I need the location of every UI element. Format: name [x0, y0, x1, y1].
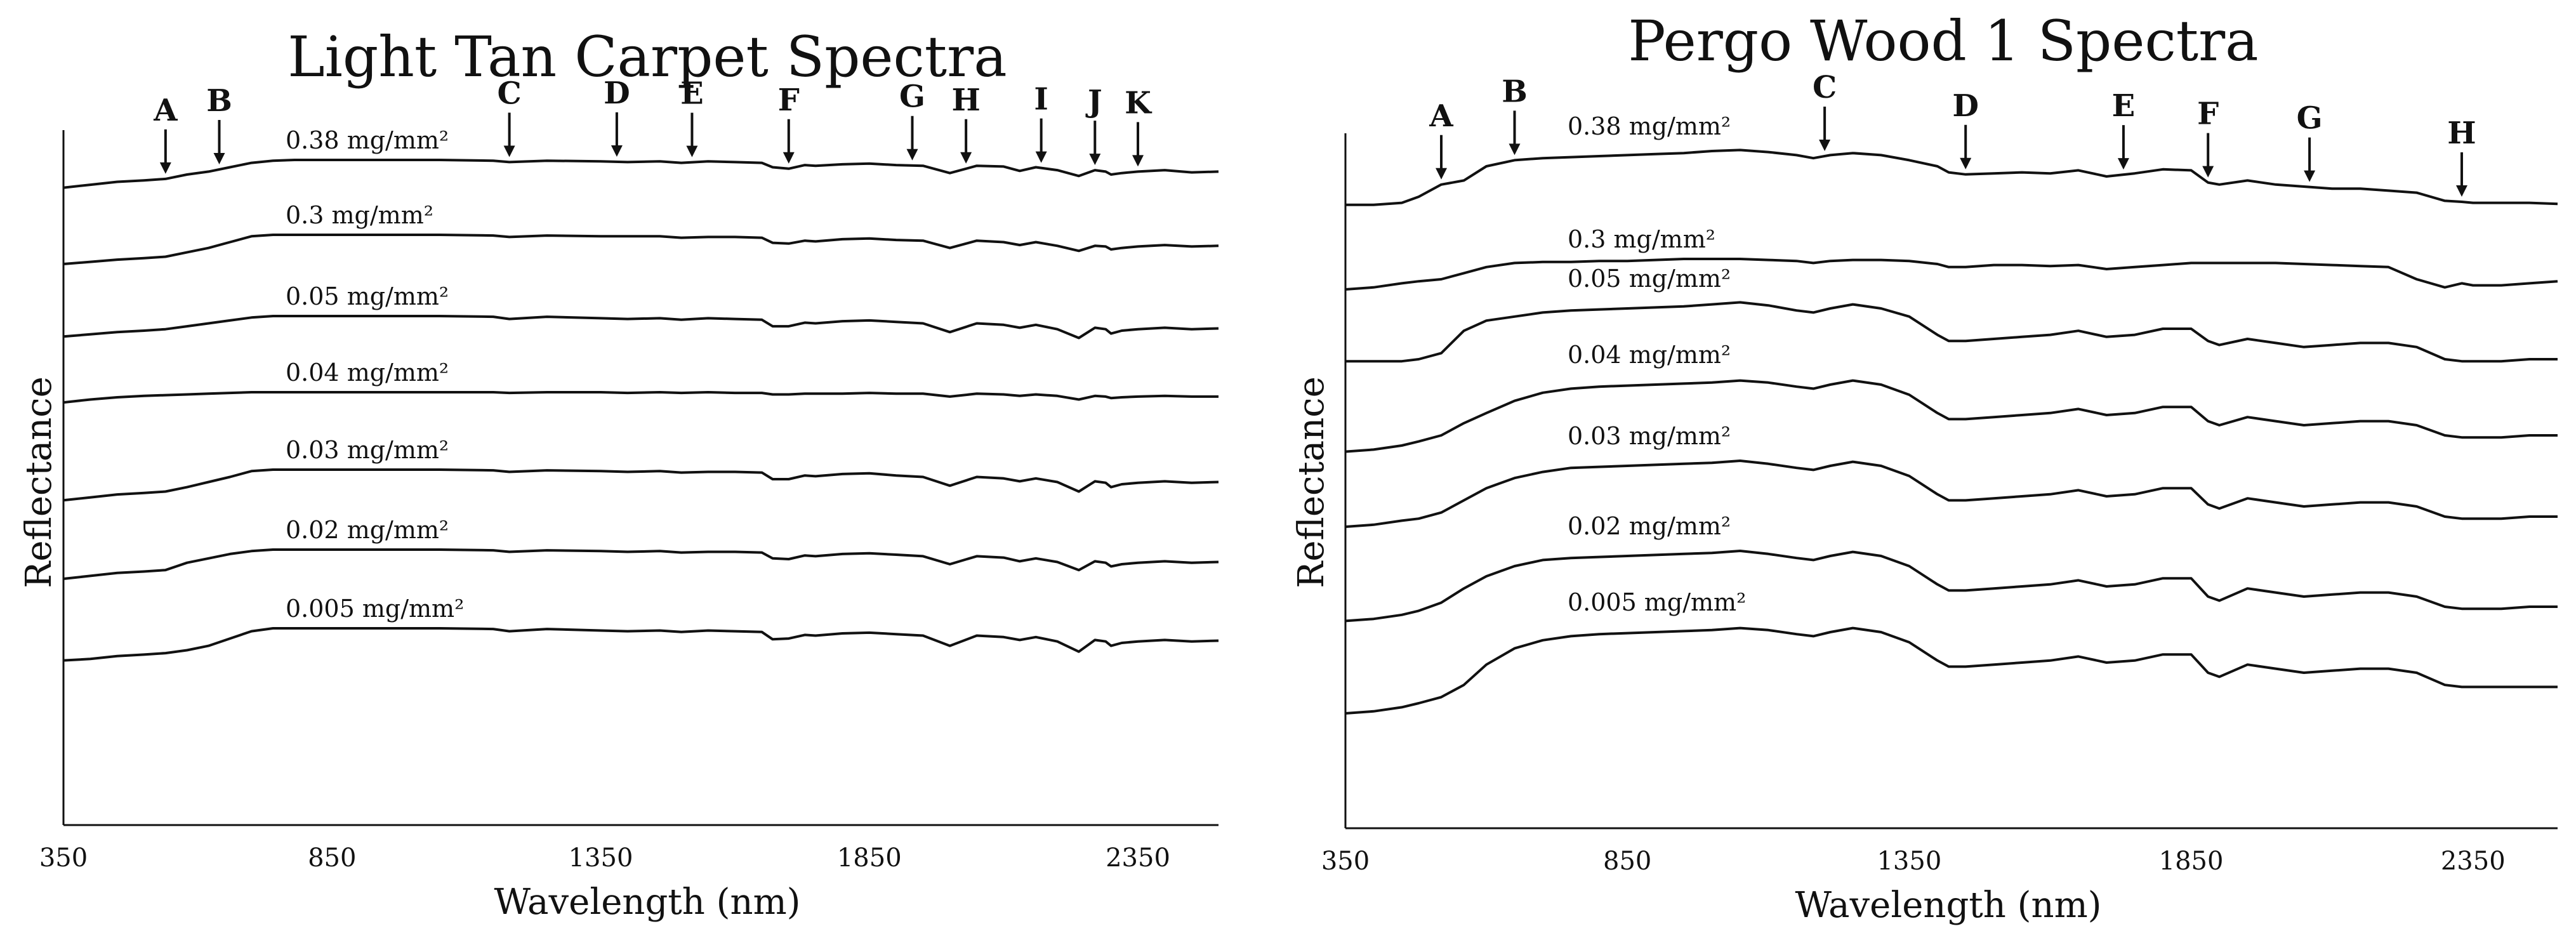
marker-label: J	[1085, 84, 1102, 119]
marker-label: G	[899, 79, 925, 115]
spectrum-line	[63, 234, 1219, 265]
marker-label: B	[1502, 74, 1528, 109]
marker-arrow-head	[783, 152, 795, 164]
right-chart-title: Pergo Wood 1 Spectra	[1628, 8, 2258, 74]
marker-label: G	[2297, 101, 2323, 136]
spectrum-line	[63, 391, 1219, 404]
left-y-axis-label: Reflectance	[18, 376, 60, 588]
marker-arrow-head	[611, 145, 623, 157]
spectrum-line	[1345, 459, 2558, 528]
x-tick-label: 2350	[1106, 843, 1170, 873]
x-tick-label: 350	[39, 843, 88, 873]
marker-label: H	[2447, 116, 2476, 151]
marker-arrow-head	[1436, 168, 1448, 180]
right-panel: Pergo Wood 1 Spectra Wavelength (nm) Ref…	[1291, 8, 2558, 926]
concentration-label: 0.04 mg/mm²	[286, 359, 449, 387]
concentration-label: 0.02 mg/mm²	[286, 516, 449, 544]
marker-arrow-head	[503, 145, 515, 157]
marker-label: I	[1034, 82, 1048, 117]
spectrum-line	[1345, 626, 2558, 715]
x-tick-label: 1850	[837, 843, 902, 873]
marker-arrow-head	[2202, 166, 2214, 178]
concentration-label: 0.02 mg/mm²	[1568, 512, 1731, 540]
concentration-label: 0.04 mg/mm²	[1568, 341, 1731, 369]
concentration-label: 0.05 mg/mm²	[286, 282, 449, 310]
marker-label: C	[498, 76, 522, 111]
marker-arrow-head	[960, 152, 972, 164]
marker-label: C	[1813, 70, 1837, 105]
marker-arrow-head	[1089, 154, 1101, 166]
right-x-ticks: 350 850 1350 1850 2350	[1321, 847, 2506, 876]
concentration-label: 0.38 mg/mm²	[1568, 112, 1731, 140]
x-tick-label: 2350	[2441, 847, 2506, 876]
x-tick-label: 350	[1321, 847, 1370, 876]
left-chart-title: Light Tan Carpet Spectra	[287, 24, 1007, 89]
marker-arrow-head	[906, 149, 918, 161]
marker-arrow-head	[159, 162, 171, 174]
marker-arrow-head	[2117, 158, 2129, 170]
marker-label: F	[2197, 96, 2219, 132]
concentration-label: 0.005 mg/mm²	[1568, 588, 1746, 616]
x-tick-label: 850	[308, 843, 356, 873]
marker-arrow-head	[686, 145, 698, 157]
left-x-axis-label: Wavelength (nm)	[494, 882, 800, 923]
marker-label: F	[778, 83, 800, 118]
right-x-axis-label: Wavelength (nm)	[1795, 885, 2101, 926]
spectrum-line	[63, 468, 1219, 502]
marker-label: A	[153, 93, 178, 128]
right-y-axis-label: Reflectance	[1291, 376, 1332, 588]
marker-arrow-head	[1960, 157, 1972, 169]
marker-label: A	[1429, 98, 1453, 134]
marker-arrow-head	[1132, 155, 1144, 167]
marker-arrow-head	[213, 152, 225, 164]
concentration-label: 0.005 mg/mm²	[286, 595, 464, 623]
spectrum-line	[63, 315, 1219, 340]
concentration-label: 0.03 mg/mm²	[1568, 422, 1731, 450]
concentration-label: 0.3 mg/mm²	[1568, 225, 1715, 253]
marker-label: E	[680, 76, 704, 112]
spectrum-line	[1345, 550, 2558, 623]
marker-label: D	[1952, 88, 1979, 124]
marker-label: B	[206, 83, 232, 119]
concentration-label: 0.03 mg/mm²	[286, 436, 449, 464]
concentration-label: 0.05 mg/mm²	[1568, 265, 1731, 293]
x-tick-label: 850	[1603, 847, 1651, 876]
marker-label: K	[1125, 85, 1153, 121]
marker-arrow-head	[1035, 151, 1047, 163]
left-curves: 0.38 mg/mm² 0.3 mg/mm² 0.05 mg/mm² 0.04 mg/…	[63, 126, 1219, 662]
marker-label: H	[951, 83, 980, 118]
spectrum-line	[63, 548, 1219, 580]
concentration-label: 0.38 mg/mm²	[286, 126, 449, 154]
x-tick-label: 1350	[1877, 847, 1941, 876]
concentration-label: 0.3 mg/mm²	[286, 201, 433, 229]
marker-arrow-head	[2304, 170, 2316, 182]
spectrum-line	[1345, 379, 2558, 453]
marker-arrow-head	[2455, 185, 2467, 197]
left-panel: Light Tan Carpet Spectra Wavelength (nm)…	[18, 24, 1219, 923]
right-curves: 0.38 mg/mm² 0.3 mg/mm² 0.05 mg/mm² 0.04 mg/…	[1345, 112, 2558, 715]
right-markers: A B C D E F G H	[1429, 70, 2476, 197]
left-x-ticks: 350 850 1350 1850 2350	[39, 843, 1170, 873]
spectrum-line	[1345, 149, 2558, 206]
x-tick-label: 1850	[2159, 847, 2224, 876]
spectrum-line	[63, 627, 1219, 662]
spectrum-line	[1345, 301, 2558, 363]
marker-arrow-head	[1819, 140, 1831, 151]
marker-label: E	[2112, 88, 2136, 124]
marker-label: D	[604, 76, 630, 111]
marker-arrow-head	[1509, 143, 1521, 155]
spectrum-line	[1345, 258, 2558, 291]
spectrum-line	[63, 159, 1219, 189]
x-tick-label: 1350	[569, 843, 633, 873]
